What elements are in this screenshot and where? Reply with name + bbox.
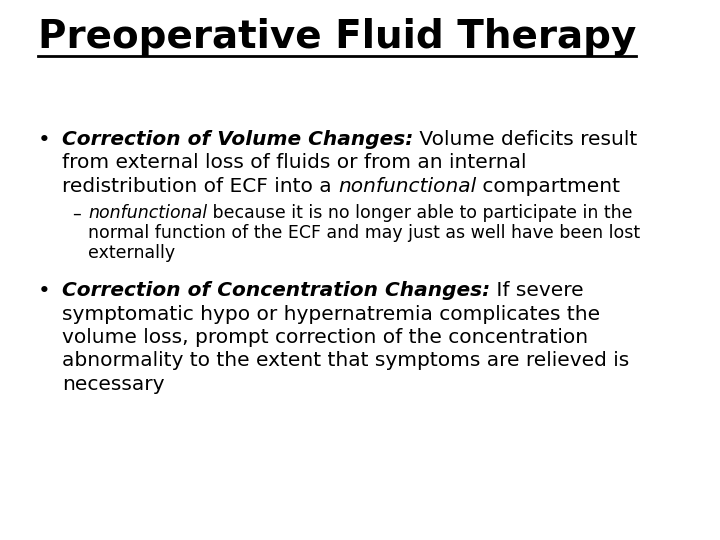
Text: nonfunctional: nonfunctional [338,177,476,196]
Text: symptomatic hypo or hypernatremia complicates the: symptomatic hypo or hypernatremia compli… [62,305,600,323]
Text: volume loss, prompt correction of the concentration: volume loss, prompt correction of the co… [62,328,588,347]
Text: –: – [72,205,81,222]
Text: •: • [38,130,50,150]
Text: externally: externally [88,244,175,261]
Text: because it is no longer able to participate in the: because it is no longer able to particip… [207,205,633,222]
Text: from external loss of fluids or from an internal: from external loss of fluids or from an … [62,153,526,172]
Text: compartment: compartment [476,177,620,196]
Text: •: • [38,281,50,301]
Text: abnormality to the extent that symptoms are relieved is: abnormality to the extent that symptoms … [62,352,629,370]
Text: If severe: If severe [490,281,584,300]
Text: Correction of Volume Changes:: Correction of Volume Changes: [62,130,413,149]
Text: redistribution of ECF into a: redistribution of ECF into a [62,177,338,196]
Text: normal function of the ECF and may just as well have been lost: normal function of the ECF and may just … [88,224,640,242]
Text: Volume deficits result: Volume deficits result [413,130,637,149]
Text: nonfunctional: nonfunctional [88,205,207,222]
Text: necessary: necessary [62,375,164,394]
Text: Preoperative Fluid Therapy: Preoperative Fluid Therapy [38,18,636,56]
Text: Correction of Concentration Changes:: Correction of Concentration Changes: [62,281,490,300]
